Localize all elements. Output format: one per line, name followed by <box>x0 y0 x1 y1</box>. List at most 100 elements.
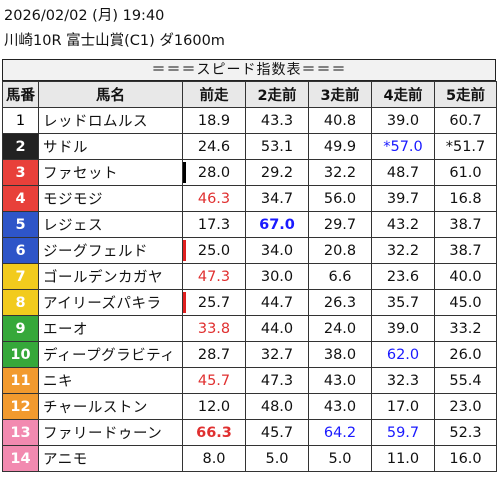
speed-index-last-race-cell: 66.3 <box>182 419 246 446</box>
horse-number-cell: 12 <box>2 393 39 420</box>
speed-index-value: 25.0 <box>197 242 231 259</box>
speed-index-value: 32.7 <box>260 346 294 363</box>
horse-name-cell: ファセット <box>38 159 183 186</box>
horse-name-cell: レッドロムルス <box>38 107 183 134</box>
speed-index-5-races-ago-cell: 52.3 <box>434 419 497 446</box>
column-header-horse-name: 馬名 <box>38 81 183 108</box>
speed-index-value: 45.7 <box>197 372 231 389</box>
speed-index-value: 56.0 <box>323 190 357 207</box>
speed-index-last-race-cell: 33.8 <box>182 315 246 342</box>
horse-name-cell: アイリーズパキラ <box>38 289 183 316</box>
speed-index-value: 32.2 <box>386 242 420 259</box>
speed-index-value: 48.7 <box>386 164 420 181</box>
horse-number-cell: 5 <box>2 211 39 238</box>
speed-index-value: 60.7 <box>449 112 482 129</box>
speed-index-value: 8.0 <box>202 450 226 467</box>
marker-bar <box>183 292 186 313</box>
table-row: 13 ファリードゥーン 66.3 45.7 64.2 59.7 52.3 <box>2 419 497 446</box>
table-row: 6 ジーグフェルド 25.0 34.0 20.8 32.2 38.7 <box>2 237 497 264</box>
speed-index-value: 39.7 <box>386 190 420 207</box>
speed-index-5-races-ago-cell: 40.0 <box>434 263 497 290</box>
speed-index-value: 17.0 <box>386 398 420 415</box>
speed-index-2-races-ago-cell: 44.0 <box>245 315 309 342</box>
speed-index-2-races-ago-cell: 32.7 <box>245 341 309 368</box>
horse-number-cell: 2 <box>2 133 39 160</box>
horse-number-cell: 9 <box>2 315 39 342</box>
horse-number-cell: 11 <box>2 367 39 394</box>
horse-number-cell: 6 <box>2 237 39 264</box>
horse-name-cell: ニキ <box>38 367 183 394</box>
speed-index-3-races-ago-cell: 26.3 <box>308 289 372 316</box>
speed-index-value: 43.2 <box>386 216 420 233</box>
speed-index-4-races-ago-cell: 39.7 <box>371 185 435 212</box>
speed-index-value: 34.0 <box>260 242 294 259</box>
speed-index-4-races-ago-cell: 35.7 <box>371 289 435 316</box>
speed-index-last-race-cell: 28.7 <box>182 341 246 368</box>
marker-bar <box>183 162 186 183</box>
speed-index-value: 43.3 <box>260 112 294 129</box>
speed-index-value: 12.0 <box>197 398 231 415</box>
speed-index-value: 38.0 <box>323 346 357 363</box>
speed-index-value: 66.3 <box>196 424 232 441</box>
speed-index-value: 26.3 <box>323 294 357 311</box>
speed-index-value: 32.3 <box>386 372 420 389</box>
speed-index-value: 28.0 <box>197 164 231 181</box>
speed-index-value: 47.3 <box>197 268 231 285</box>
speed-index-5-races-ago-cell: 38.7 <box>434 211 497 238</box>
horse-name-cell: ジーグフェルド <box>38 237 183 264</box>
horse-name-cell: チャールストン <box>38 393 183 420</box>
table-row: 9 エーオ 33.8 44.0 24.0 39.0 33.2 <box>2 315 497 342</box>
speed-index-value: 5.0 <box>328 450 352 467</box>
speed-index-4-races-ago-cell: 39.0 <box>371 315 435 342</box>
speed-index-3-races-ago-cell: 56.0 <box>308 185 372 212</box>
speed-index-value: 28.7 <box>197 346 231 363</box>
speed-index-value: 20.8 <box>323 242 357 259</box>
speed-index-value: 26.0 <box>449 346 482 363</box>
horse-number-cell: 7 <box>2 263 39 290</box>
speed-index-value: *57.0 <box>383 138 423 155</box>
speed-index-2-races-ago-cell: 45.7 <box>245 419 309 446</box>
speed-index-3-races-ago-cell: 40.8 <box>308 107 372 134</box>
column-header-3-races-ago: 3走前 <box>308 81 372 108</box>
speed-index-value: 24.0 <box>323 320 357 337</box>
speed-index-2-races-ago-cell: 53.1 <box>245 133 309 160</box>
horse-name-cell: ゴールデンカガヤ <box>38 263 183 290</box>
speed-index-4-races-ago-cell: 17.0 <box>371 393 435 420</box>
speed-index-value: 67.0 <box>259 216 295 233</box>
speed-index-4-races-ago-cell: 39.0 <box>371 107 435 134</box>
speed-index-3-races-ago-cell: 29.7 <box>308 211 372 238</box>
table-row: 3 ファセット 28.0 29.2 32.2 48.7 61.0 <box>2 159 497 186</box>
speed-index-4-races-ago-cell: 11.0 <box>371 445 435 472</box>
speed-index-value: 17.3 <box>197 216 231 233</box>
table-row: 2 サドル 24.6 53.1 49.9 *57.0 *51.7 <box>2 133 497 160</box>
table-row: 14 アニモ 8.0 5.0 5.0 11.0 16.0 <box>2 445 497 472</box>
speed-index-value: 52.3 <box>449 424 482 441</box>
table-row: 4 モジモジ 46.3 34.7 56.0 39.7 16.8 <box>2 185 497 212</box>
horse-name-cell: ディープグラビティ <box>38 341 183 368</box>
speed-index-5-races-ago-cell: 33.2 <box>434 315 497 342</box>
speed-index-value: 11.0 <box>386 450 420 467</box>
speed-index-3-races-ago-cell: 6.6 <box>308 263 372 290</box>
speed-index-3-races-ago-cell: 32.2 <box>308 159 372 186</box>
speed-index-value: 23.6 <box>386 268 420 285</box>
table-title: ＝＝＝スピード指数表＝＝＝ <box>2 59 496 81</box>
speed-index-value: 34.7 <box>260 190 294 207</box>
speed-index-last-race-cell: 25.0 <box>182 237 246 264</box>
table-row: 11 ニキ 45.7 47.3 43.0 32.3 55.4 <box>2 367 497 394</box>
speed-index-4-races-ago-cell: 32.2 <box>371 237 435 264</box>
speed-index-4-races-ago-cell: 48.7 <box>371 159 435 186</box>
speed-index-value: 55.4 <box>449 372 482 389</box>
speed-index-value: 38.7 <box>449 216 482 233</box>
speed-index-last-race-cell: 47.3 <box>182 263 246 290</box>
table-row: 10 ディープグラビティ 28.7 32.7 38.0 62.0 26.0 <box>2 341 497 368</box>
horse-name-cell: ファリードゥーン <box>38 419 183 446</box>
speed-index-5-races-ago-cell: 45.0 <box>434 289 497 316</box>
speed-index-2-races-ago-cell: 5.0 <box>245 445 309 472</box>
table-row: 7 ゴールデンカガヤ 47.3 30.0 6.6 23.6 40.0 <box>2 263 497 290</box>
column-header-2-races-ago: 2走前 <box>245 81 309 108</box>
speed-index-value: 48.0 <box>260 398 294 415</box>
speed-index-value: 30.0 <box>260 268 294 285</box>
speed-index-value: 40.8 <box>323 112 357 129</box>
horse-number-cell: 10 <box>2 341 39 368</box>
